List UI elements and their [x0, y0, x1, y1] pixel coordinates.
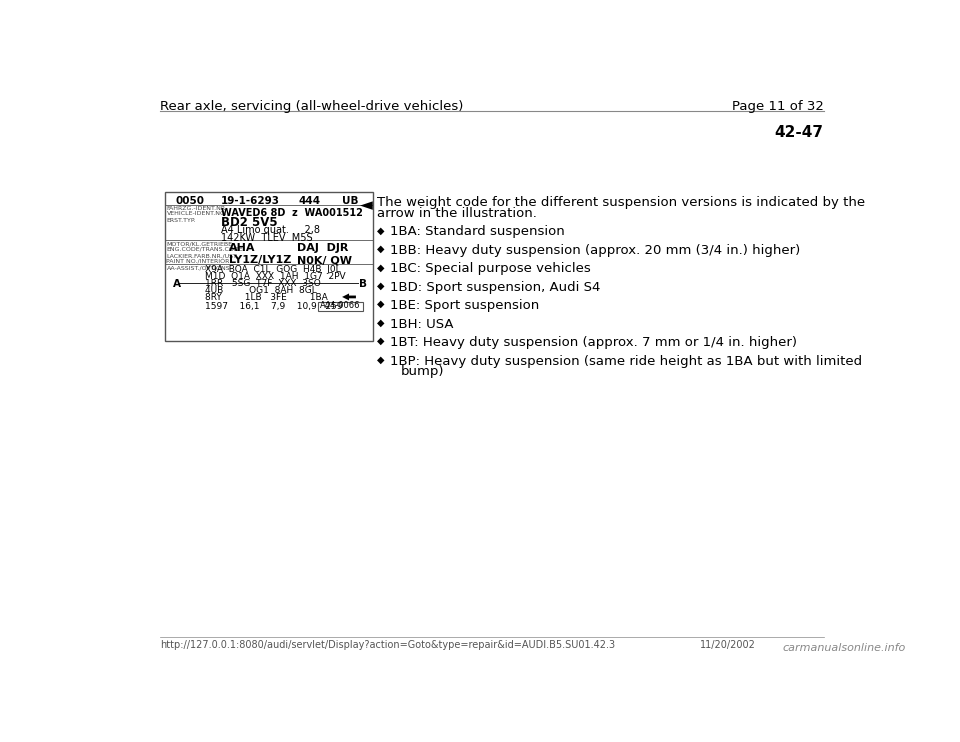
Text: ◆: ◆: [377, 318, 385, 328]
Text: Page 11 of 32: Page 11 of 32: [732, 100, 824, 113]
Text: ENG.CODE/TRANS.CODE: ENG.CODE/TRANS.CODE: [166, 246, 243, 251]
Text: 1BH: USA: 1BH: USA: [390, 318, 453, 331]
Text: 11/20/2002: 11/20/2002: [700, 640, 756, 650]
Text: Rear axle, servicing (all-wheel-drive vehicles): Rear axle, servicing (all-wheel-drive ve…: [160, 100, 464, 113]
Text: 444: 444: [299, 196, 321, 206]
Text: bump): bump): [400, 365, 444, 378]
Text: 0050: 0050: [176, 196, 204, 206]
Text: WAVED6 8D  z  WA001512: WAVED6 8D z WA001512: [221, 208, 363, 217]
Text: AA-ASSIST./OPTIONS: AA-ASSIST./OPTIONS: [166, 266, 230, 270]
Bar: [319, 301, 363, 311]
Text: 1BP: Heavy duty suspension (same ride height as 1BA but with limited: 1BP: Heavy duty suspension (same ride he…: [390, 355, 862, 368]
Text: ERST.TYP.: ERST.TYP.: [166, 217, 196, 223]
Text: N0K/ QW: N0K/ QW: [297, 255, 351, 266]
Text: 1BT: Heavy duty suspension (approx. 7 mm or 1/4 in. higher): 1BT: Heavy duty suspension (approx. 7 mm…: [390, 336, 797, 349]
Text: The weight code for the different suspension versions is indicated by the: The weight code for the different suspen…: [377, 196, 865, 209]
Text: DAJ  DJR: DAJ DJR: [297, 243, 348, 253]
Text: A: A: [173, 279, 180, 289]
Text: ◆: ◆: [377, 262, 385, 272]
Text: ◆: ◆: [377, 280, 385, 291]
Text: BD2 5V5: BD2 5V5: [221, 216, 277, 229]
Bar: [165, 192, 372, 341]
Text: carmanualsonline.info: carmanualsonline.info: [782, 643, 906, 654]
Text: ◄: ◄: [360, 196, 373, 214]
Text: 1BC: Special purpose vehicles: 1BC: Special purpose vehicles: [390, 262, 590, 275]
Text: 142KW  TLEV  M5S: 142KW TLEV M5S: [221, 233, 312, 243]
Text: LY1Z/LY1Z: LY1Z/LY1Z: [228, 255, 291, 266]
Text: ◆: ◆: [377, 355, 385, 364]
Text: 1BB: Heavy duty suspension (approx. 20 mm (3/4 in.) higher): 1BB: Heavy duty suspension (approx. 20 m…: [390, 244, 800, 257]
Text: A44-0066: A44-0066: [321, 301, 361, 310]
Text: B: B: [359, 279, 367, 289]
Text: A4 Limo quat.     2,8: A4 Limo quat. 2,8: [221, 226, 320, 235]
Text: AHA: AHA: [228, 243, 255, 253]
Text: 19-1-6293: 19-1-6293: [221, 196, 279, 206]
Text: FAHRZG.-IDENT.NR.: FAHRZG.-IDENT.NR.: [166, 206, 228, 211]
Text: ◆: ◆: [377, 244, 385, 254]
Text: 1BD: Sport suspension, Audi S4: 1BD: Sport suspension, Audi S4: [390, 280, 600, 294]
Text: http://127.0.0.1:8080/audi/servlet/Display?action=Goto&type=repair&id=AUDI.B5.SU: http://127.0.0.1:8080/audi/servlet/Displ…: [160, 640, 615, 650]
Text: ◆: ◆: [377, 336, 385, 347]
Text: 1BA: Standard suspension: 1BA: Standard suspension: [390, 226, 564, 238]
Text: arrow in the illustration.: arrow in the illustration.: [377, 207, 538, 220]
Text: X9A  BOA  C1L  GOG  H4B  J0L: X9A BOA C1L GOG H4B J0L: [205, 266, 341, 275]
Text: M1D  Q1A  XXX  1AH  1G7  2PV: M1D Q1A XXX 1AH 1G7 2PV: [205, 272, 346, 281]
Text: 42-47: 42-47: [775, 125, 824, 140]
Text: VEHICLE-IDENT.NO.: VEHICLE-IDENT.NO.: [166, 211, 228, 216]
Text: ◆: ◆: [377, 299, 385, 309]
Text: MOTOR/KL.GETRIEBE: MOTOR/KL.GETRIEBE: [166, 241, 232, 246]
Text: PAINT NO./INTERIOR: PAINT NO./INTERIOR: [166, 258, 229, 263]
Text: 1RR   5SG  T7F  XXX  3SO: 1RR 5SG T7F XXX 3SO: [205, 279, 321, 288]
Text: ◆: ◆: [377, 226, 385, 235]
Text: 4UB         OG1  8AH  8GL: 4UB OG1 8AH 8GL: [205, 286, 317, 295]
Text: 1BE: Sport suspension: 1BE: Sport suspension: [390, 299, 539, 312]
Text: LACKIER.FARB.NR./UST.: LACKIER.FARB.NR./UST.: [166, 254, 239, 259]
Text: 8RY        1LB   3FE        1BA: 8RY 1LB 3FE 1BA: [205, 293, 328, 302]
Text: UB: UB: [342, 196, 358, 206]
Text: 1597    16,1    7,9    10,9   259: 1597 16,1 7,9 10,9 259: [205, 301, 343, 311]
